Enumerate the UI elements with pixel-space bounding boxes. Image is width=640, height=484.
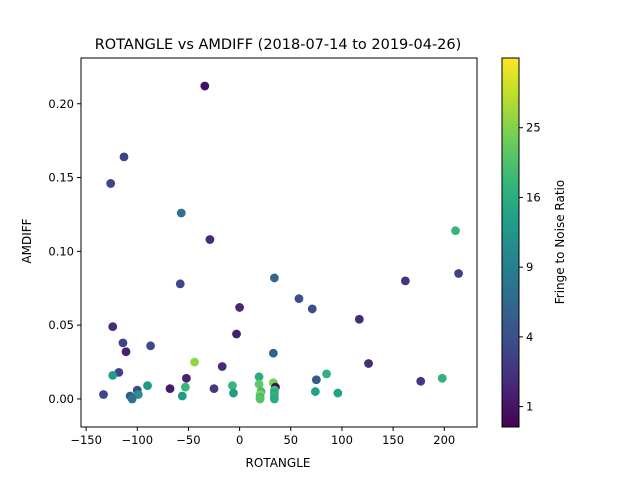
data-point [333, 388, 343, 398]
data-point [205, 235, 215, 244]
y-tick-label: 0.00 [48, 392, 74, 406]
data-point [209, 384, 219, 394]
data-point [268, 348, 278, 358]
data-point [354, 314, 364, 324]
data-point [176, 208, 186, 218]
x-axis-label: ROTANGLE [246, 456, 311, 470]
data-point [180, 382, 190, 392]
data-point [181, 373, 191, 383]
data-point [133, 390, 143, 399]
data-point [310, 387, 320, 396]
x-tick-label: −100 [121, 433, 153, 447]
colorbar: 1 4 9 16 25 [501, 57, 541, 428]
data-point [108, 370, 118, 380]
data-point [99, 390, 108, 399]
data-point [190, 357, 199, 367]
data-points [99, 81, 463, 404]
data-point [454, 269, 463, 278]
data-point [322, 369, 331, 379]
data-point [232, 329, 241, 339]
data-point [121, 347, 131, 357]
chart-title: ROTANGLE vs AMDIFF (2018-07-14 to 2019-0… [95, 37, 462, 53]
data-point [269, 273, 279, 283]
data-point [235, 303, 245, 312]
colorbar-tick-label: 25 [526, 121, 541, 135]
y-tick-label: 0.10 [48, 244, 74, 258]
data-point [229, 388, 238, 398]
data-point [228, 381, 237, 391]
colorbar-tick-label: 1 [526, 400, 533, 414]
colorbar-label: Fringe to Noise Ratio [553, 180, 567, 305]
data-point [143, 381, 152, 391]
colorbar-tick-label: 16 [526, 190, 541, 204]
x-tick-label: 0 [236, 433, 243, 447]
data-point [254, 379, 264, 389]
data-point [416, 376, 426, 386]
data-point [217, 362, 227, 371]
data-point [165, 384, 175, 394]
data-point [269, 394, 279, 404]
colorbar-tick-label: 9 [526, 260, 533, 274]
x-tick-label: −50 [176, 433, 200, 447]
y-axis-ticks: 0.00 0.05 0.10 0.15 0.20 [48, 97, 81, 406]
data-point [118, 338, 128, 348]
x-axis-ticks: −150 −100 −50 0 50 100 150 200 [70, 427, 455, 447]
data-point [119, 152, 129, 162]
plot-frame [80, 57, 478, 428]
data-point [175, 279, 185, 289]
y-tick-label: 0.05 [48, 318, 74, 332]
x-tick-label: 50 [283, 433, 298, 447]
data-point [106, 179, 116, 188]
data-point [177, 391, 187, 401]
data-point [146, 341, 155, 351]
data-point [437, 373, 447, 383]
x-tick-label: 200 [433, 433, 455, 447]
data-point [451, 226, 460, 236]
data-point [108, 322, 118, 332]
data-point [294, 294, 304, 303]
data-point [364, 359, 373, 368]
x-tick-label: 100 [331, 433, 353, 447]
data-point [255, 394, 265, 404]
colorbar-frame [501, 57, 520, 428]
colorbar-tick-label: 4 [526, 330, 533, 344]
y-tick-label: 0.15 [48, 171, 74, 185]
data-point [254, 372, 264, 382]
x-tick-label: 150 [382, 433, 404, 447]
y-tick-label: 0.20 [48, 97, 74, 111]
data-point [400, 276, 410, 286]
data-point [200, 81, 210, 91]
x-tick-label: −150 [70, 433, 102, 447]
data-point [127, 394, 137, 404]
colorbar-ticks: 1 4 9 16 25 [519, 121, 541, 414]
data-point [307, 304, 317, 314]
data-point [311, 375, 321, 385]
plot-area: −150 −100 −50 0 50 100 150 200 0.00 0.05 0.10 0.15… [48, 57, 478, 447]
y-axis-label: AMDIFF [20, 218, 34, 263]
colorbar-gradient [502, 58, 519, 427]
